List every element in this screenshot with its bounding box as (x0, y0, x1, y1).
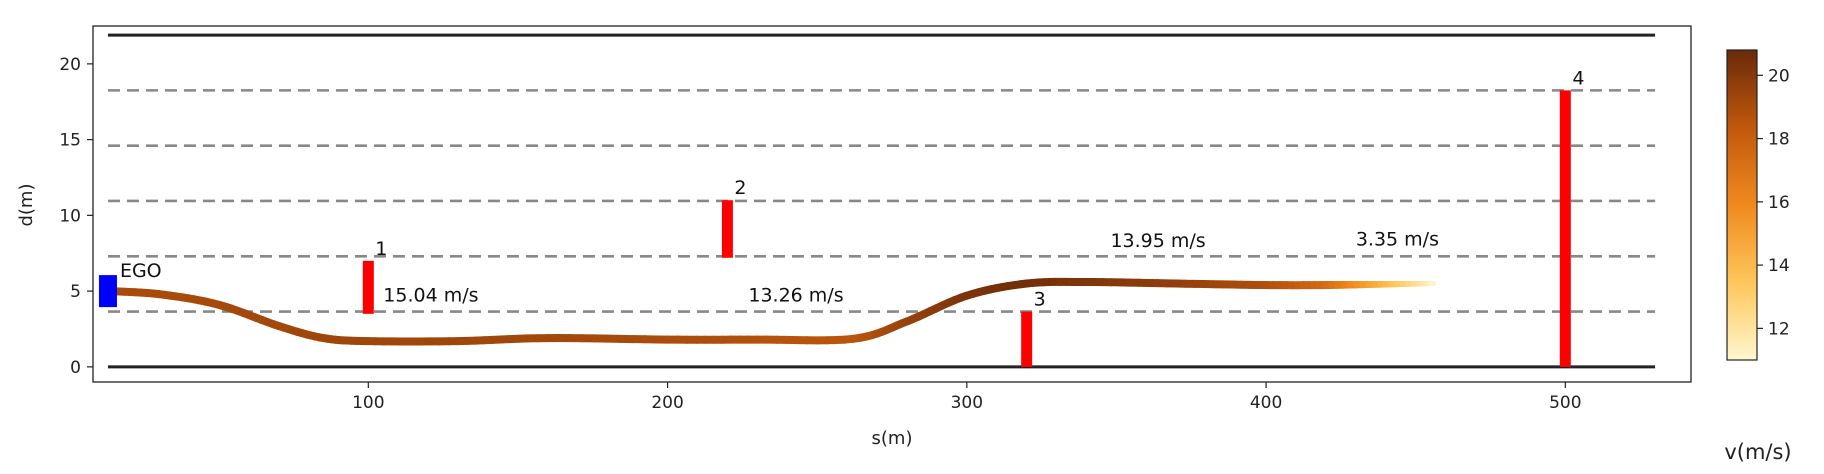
y-tick-label: 0 (70, 358, 81, 378)
x-tick-label: 400 (1250, 393, 1282, 413)
colorbar-gradient (1726, 49, 1758, 361)
speed-label-3: 13.95 m/s (1110, 230, 1205, 252)
obstacle-3-label: 3 (1034, 289, 1046, 311)
speed-label-2: 13.26 m/s (748, 285, 843, 307)
y-axis: 0 5 10 15 20 (59, 55, 93, 378)
obstacle-1-label: 1 (375, 238, 387, 260)
obstacle-4-label: 4 (1572, 67, 1584, 89)
x-tick-label: 300 (951, 393, 983, 413)
x-tick-label: 100 (352, 393, 384, 413)
y-tick-label: 10 (59, 206, 81, 226)
x-tick-label: 200 (651, 393, 683, 413)
trajectory (103, 277, 1437, 346)
colorbar-label: v(m/s) (1724, 440, 1791, 464)
obstacle-1 (362, 260, 374, 314)
ego-vehicle (98, 275, 117, 308)
obstacle-3 (1021, 311, 1033, 367)
ego-label: EGO (120, 260, 162, 282)
x-axis: 100 200 300 400 500 (352, 382, 1582, 413)
speed-label-4: 3.35 m/s (1356, 229, 1439, 251)
colorbar: 12 14 16 18 20 v(m/s) (1724, 49, 1792, 464)
colorbar-tick-label: 20 (1768, 66, 1790, 86)
colorbar-tick-label: 16 (1768, 193, 1790, 213)
x-tick-label: 500 (1549, 393, 1581, 413)
colorbar-tick-label: 12 (1768, 319, 1790, 339)
y-tick-label: 20 (59, 55, 81, 75)
colorbar-tick-label: 14 (1768, 256, 1790, 276)
y-tick-label: 5 (70, 282, 81, 302)
plot-area: 1 2 3 4 15.04 m/s 13.26 m/s 13.95 m/s 3.35 m/s E… (98, 33, 1656, 369)
obstacle-2-label: 2 (734, 177, 746, 199)
plot-frame (92, 25, 1692, 383)
x-axis-label: s(m) (872, 428, 913, 449)
y-axis-label: d(m) (16, 183, 37, 226)
colorbar-tick-label: 18 (1768, 130, 1790, 150)
obstacle-2 (721, 200, 733, 258)
obstacle-4 (1559, 90, 1571, 367)
y-tick-label: 15 (59, 131, 81, 151)
speed-label-1: 15.04 m/s (383, 285, 478, 307)
